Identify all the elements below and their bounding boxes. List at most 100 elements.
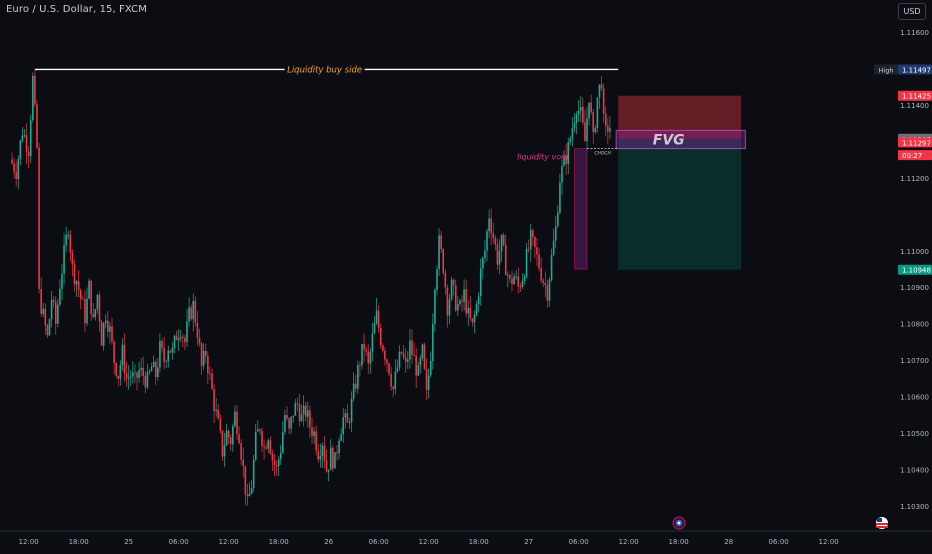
candle-body — [94, 309, 97, 318]
candle-body — [361, 343, 363, 366]
candle-body — [157, 367, 159, 378]
candle-body — [559, 182, 561, 213]
candle-body — [211, 373, 213, 389]
candle-body — [523, 276, 526, 282]
candle-body — [269, 440, 272, 454]
take-profit-zone[interactable] — [618, 138, 742, 270]
candle-body — [527, 248, 530, 250]
candle-body — [607, 125, 609, 132]
candle-body — [217, 409, 220, 419]
candle-body — [492, 233, 495, 239]
candle-body — [404, 357, 407, 362]
candle-body — [411, 340, 413, 355]
candle-body — [234, 411, 236, 427]
candle-body — [57, 304, 59, 324]
candle-body — [159, 341, 161, 368]
candle-body — [496, 244, 499, 265]
candle-body — [502, 234, 505, 245]
price-badge-value: 00:27 — [902, 152, 922, 160]
candle-body — [552, 240, 555, 255]
time-axis[interactable]: 12:00 18:00 25 06:00 12:00 18:00 26 06:00 12:00 1… — [19, 538, 839, 546]
price-tick-label: 1.10800 — [900, 321, 929, 329]
candle-body — [286, 414, 288, 419]
candle-body — [223, 445, 226, 457]
candle-body — [252, 459, 255, 489]
candle-body — [579, 107, 582, 111]
candle-body — [413, 354, 415, 357]
candle-body — [292, 415, 295, 418]
candle-body — [521, 281, 524, 288]
candle-body — [19, 140, 22, 159]
candle-body — [86, 298, 88, 324]
candle-body — [546, 285, 549, 301]
price-tick-label: 1.11000 — [900, 248, 929, 256]
candle-body — [138, 370, 140, 378]
candle-body — [359, 365, 361, 366]
candle-body — [323, 445, 326, 461]
candle-body — [107, 320, 109, 332]
candle-body — [275, 464, 278, 467]
candle-body — [477, 296, 480, 305]
time-tick-label: 18:00 — [469, 538, 489, 546]
candle-body — [384, 350, 386, 360]
candle-body — [334, 452, 336, 469]
price-axis[interactable]: 1.11600 1.11400 1.11200 1.11000 1.10900 1.108… — [900, 29, 929, 511]
candle-body — [588, 102, 590, 119]
candle-body — [475, 304, 478, 315]
candle-body — [396, 367, 399, 372]
candle-body — [354, 383, 357, 389]
fvg-zone[interactable] — [615, 129, 746, 150]
candle-body — [494, 238, 497, 245]
candle-body — [538, 254, 540, 269]
candle-body — [519, 286, 522, 288]
candle-body — [279, 452, 282, 460]
candle-body — [67, 234, 70, 236]
candle-body — [273, 460, 276, 465]
candle-body — [92, 313, 95, 318]
candle-body — [534, 236, 536, 248]
candle-body — [565, 155, 567, 164]
candle-body — [515, 276, 517, 278]
currency-button[interactable]: USD — [898, 3, 926, 20]
stop-loss-zone[interactable] — [618, 95, 742, 139]
candle-body — [457, 303, 459, 311]
candle-body — [561, 165, 563, 183]
candle-body — [554, 226, 557, 241]
candle-body — [465, 289, 467, 314]
candle-body — [277, 459, 280, 467]
time-tick-label: 18:00 — [669, 538, 689, 546]
candle-body — [257, 429, 259, 432]
candle-body — [309, 410, 311, 428]
price-badge-value: 1.11425 — [902, 93, 931, 101]
candle-body — [479, 268, 482, 297]
candle-body — [459, 300, 461, 304]
candle-body — [240, 443, 242, 460]
candle-body — [263, 445, 265, 448]
liquidity-void-zone[interactable] — [573, 148, 588, 270]
time-tick-label: 18:00 — [269, 538, 289, 546]
candle-body — [471, 318, 474, 323]
candle-body — [440, 235, 442, 250]
candle-body — [390, 373, 392, 387]
candle-body — [532, 230, 534, 237]
candle-body — [182, 336, 184, 338]
candle-body — [509, 275, 511, 279]
candle-body — [377, 310, 380, 328]
candle-body — [336, 452, 338, 454]
time-tick-label: 12:00 — [419, 538, 439, 546]
candle-body — [154, 361, 157, 378]
us-flag-icon[interactable] — [876, 517, 888, 529]
time-tick-label: 27 — [524, 538, 533, 546]
candle-body — [571, 128, 574, 139]
candle-body — [319, 455, 322, 460]
time-tick-label: 12:00 — [219, 538, 239, 546]
time-tick-label: 06:00 — [369, 538, 389, 546]
event-marker-icon[interactable] — [672, 516, 686, 530]
candle-body — [507, 275, 509, 276]
candle-body — [232, 426, 234, 445]
candle-body — [436, 269, 438, 290]
candle-body — [600, 84, 603, 89]
candle-body — [317, 450, 320, 460]
